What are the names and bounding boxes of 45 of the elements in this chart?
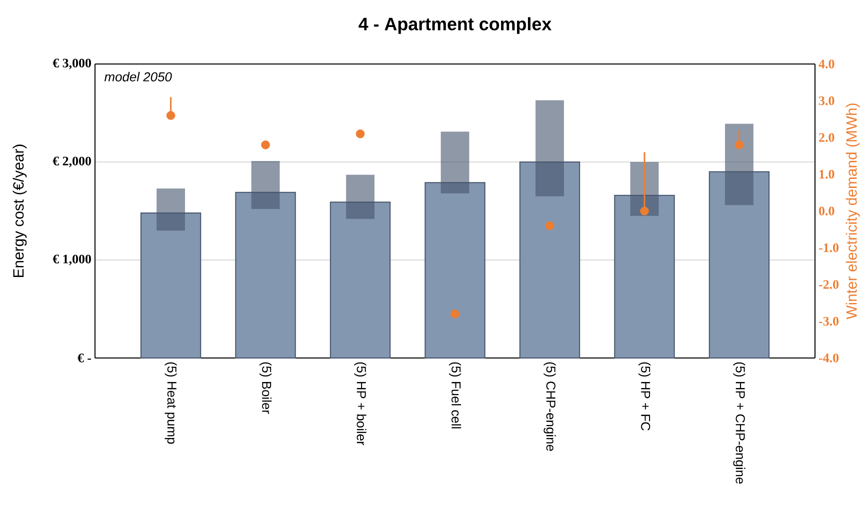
y2-tick-label: 3.0 xyxy=(819,96,834,106)
x-tick-label: (5) Boiler xyxy=(259,362,272,414)
y2-tick-label: 4.0 xyxy=(818,60,834,68)
bar xyxy=(235,192,296,358)
bar xyxy=(630,162,659,216)
annotation: model 2050 xyxy=(104,72,172,82)
bar xyxy=(156,188,185,231)
bar xyxy=(519,161,580,358)
y2-tick-label: -3.0 xyxy=(818,316,839,326)
bar xyxy=(708,171,770,358)
x-tick-label: (5) CHP-engine xyxy=(544,362,556,451)
point xyxy=(356,129,365,138)
point xyxy=(166,111,176,120)
y2-axis-title: Winter electricity demand (MWh) xyxy=(846,104,860,320)
point xyxy=(640,206,649,216)
bar xyxy=(536,100,564,196)
y2-tick-label: 2.0 xyxy=(819,133,834,142)
bar xyxy=(330,202,391,358)
point xyxy=(450,310,460,318)
chart-title: 4 - Apartment complex xyxy=(358,17,552,34)
y-tick-label: € 3,000 xyxy=(52,58,91,70)
point xyxy=(261,140,270,150)
bar xyxy=(346,174,374,219)
bar xyxy=(725,124,754,206)
x-tick-label: (5) HP + CHP-engine xyxy=(733,362,746,484)
point xyxy=(545,221,554,230)
x-tick-label: (5) Fuel cell xyxy=(448,362,462,428)
y2-tick-label: 1.0 xyxy=(820,170,834,179)
bar xyxy=(440,132,470,194)
point xyxy=(734,140,744,150)
y-tick-label: € 2,000 xyxy=(52,156,91,168)
y2-tick-label: -2.0 xyxy=(818,280,839,289)
y2-tick-label: 0.0 xyxy=(819,206,834,216)
bar xyxy=(614,194,675,358)
bar xyxy=(251,161,280,210)
x-tick-label: (5) HP + FC xyxy=(638,362,651,430)
bar xyxy=(140,212,202,358)
x-tick-label: (5) Heat pump xyxy=(164,362,177,444)
x-tick-label: (5) HP + boiler xyxy=(354,362,366,446)
bar xyxy=(424,182,486,358)
y-tick-label: € - xyxy=(78,354,91,362)
y2-tick-label: -1.0 xyxy=(818,243,839,252)
y2-tick-label: -4.0 xyxy=(818,354,839,362)
y-tick-label: € 1,000 xyxy=(52,254,91,266)
y-axis-title: Energy cost (€/year) xyxy=(12,144,27,278)
